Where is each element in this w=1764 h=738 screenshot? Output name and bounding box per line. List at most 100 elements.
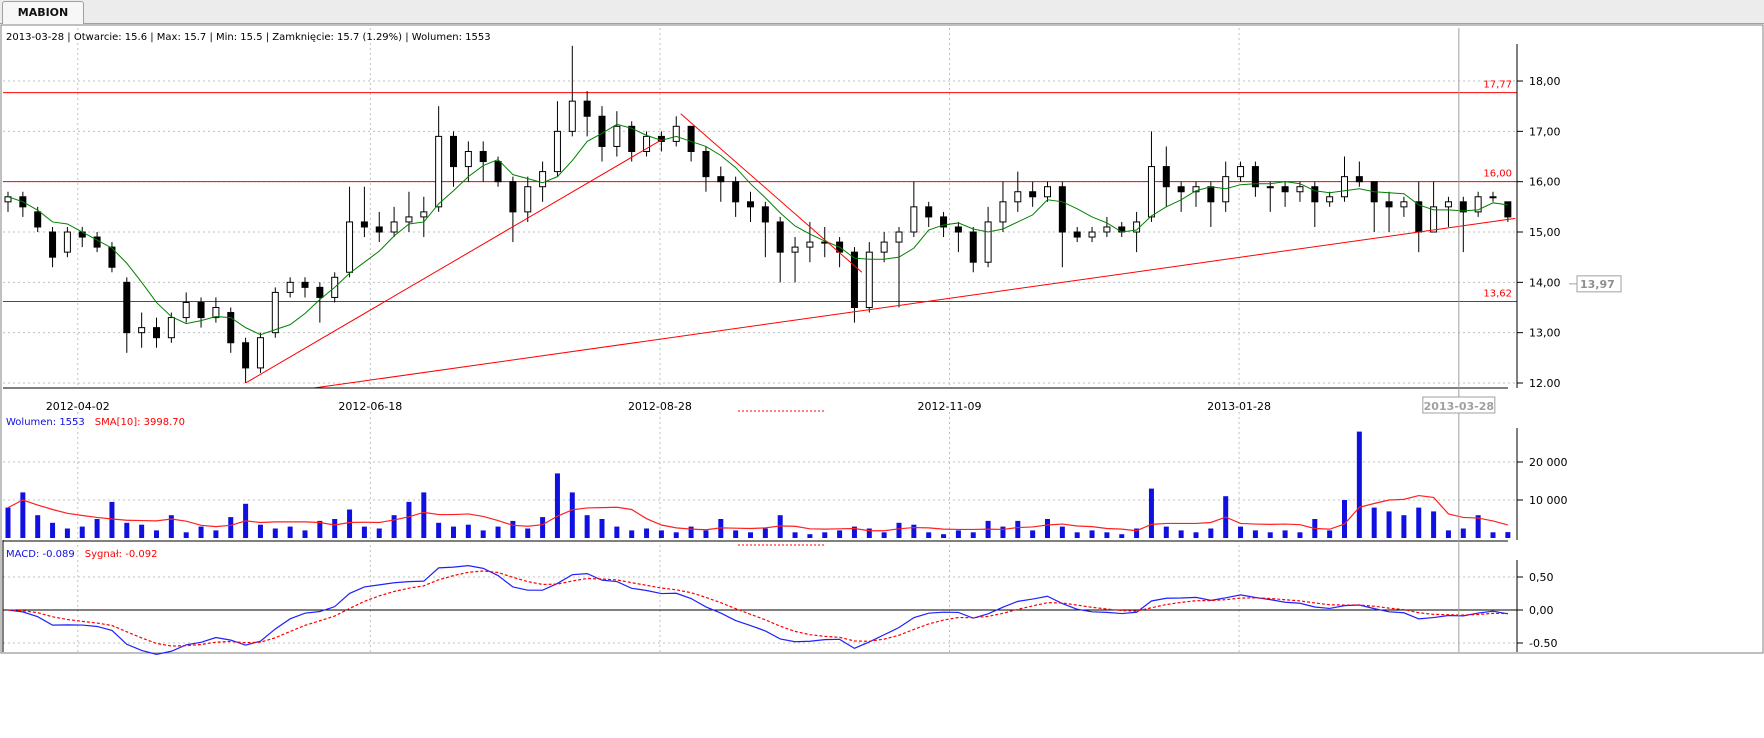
candle-down bbox=[850, 251, 858, 309]
price-tick-label: 14,00 bbox=[1529, 276, 1561, 289]
candle-up bbox=[672, 125, 680, 142]
candle-down bbox=[242, 342, 250, 369]
trendlines[interactable] bbox=[245, 113, 1516, 389]
candle-up bbox=[182, 301, 190, 319]
candle-down bbox=[925, 206, 933, 218]
volume-bar bbox=[1104, 532, 1110, 538]
trendline[interactable] bbox=[313, 217, 1516, 389]
candle-up bbox=[880, 241, 888, 253]
candle-down bbox=[687, 125, 695, 152]
volume-bar bbox=[213, 530, 219, 538]
current-price-box bbox=[1576, 275, 1622, 293]
candle-down bbox=[1355, 176, 1363, 183]
candle-down bbox=[1385, 201, 1393, 208]
candle-up bbox=[1014, 191, 1022, 203]
volume-bar bbox=[673, 532, 679, 538]
volume-bar bbox=[955, 530, 961, 538]
volume-sma-line bbox=[7, 494, 1509, 532]
candle-up bbox=[1400, 201, 1408, 208]
volume-bar bbox=[1327, 530, 1333, 538]
crosshair-date-label: 2013-03-28 bbox=[1424, 400, 1494, 413]
candle-down bbox=[598, 115, 606, 147]
volume-tick-label: 20 000 bbox=[1529, 456, 1568, 469]
volume-bar bbox=[733, 530, 739, 538]
date-tick-label: 2012-06-18 bbox=[338, 400, 402, 413]
candle-up bbox=[346, 221, 354, 273]
volume-bar bbox=[451, 526, 456, 538]
candle-up bbox=[1430, 206, 1438, 233]
candle-down bbox=[583, 100, 591, 117]
candle-down bbox=[1281, 186, 1289, 193]
candle-up bbox=[539, 171, 547, 188]
volume-bar bbox=[1431, 511, 1437, 538]
volume-bar bbox=[391, 515, 397, 538]
volume-bar bbox=[1475, 515, 1481, 538]
candle-up bbox=[1147, 166, 1155, 218]
volume-bar bbox=[896, 522, 902, 538]
volume-bar bbox=[20, 492, 26, 538]
volume-bar bbox=[1030, 530, 1036, 538]
macd-tick-label: -0.50 bbox=[1529, 637, 1557, 650]
volume-bar bbox=[970, 532, 976, 538]
volume-bar bbox=[228, 517, 234, 538]
volume-bar bbox=[1505, 532, 1511, 538]
candle-down bbox=[761, 206, 769, 223]
volume-bar bbox=[614, 526, 620, 538]
volume-bar bbox=[257, 524, 263, 538]
volume-bar bbox=[154, 530, 159, 538]
candle-up bbox=[390, 221, 398, 233]
volume-bar bbox=[495, 526, 501, 538]
candle-up bbox=[1341, 176, 1348, 198]
volume-bar bbox=[584, 515, 590, 538]
trendline[interactable] bbox=[680, 113, 863, 273]
volume-bar bbox=[35, 515, 41, 538]
volume-sma-legend: SMA[10]: 3998.70 bbox=[95, 417, 185, 428]
macd-legend: MACD: -0.089 bbox=[6, 549, 75, 560]
signal-line bbox=[7, 570, 1508, 647]
volume-bar bbox=[926, 532, 932, 538]
volume-bar bbox=[866, 528, 872, 538]
candle-up bbox=[553, 130, 561, 173]
volume-bar bbox=[911, 524, 917, 538]
volume-bar bbox=[1015, 520, 1021, 538]
candle-up bbox=[1088, 231, 1096, 238]
volume-bar bbox=[554, 473, 560, 538]
volume-bar bbox=[629, 530, 635, 538]
volume-bar bbox=[376, 528, 382, 538]
volume-bar bbox=[807, 534, 813, 538]
candle-down bbox=[509, 181, 517, 213]
volume-bar bbox=[1342, 500, 1347, 538]
volume-bar bbox=[1208, 528, 1214, 538]
candle-up bbox=[984, 221, 992, 263]
volume-bar bbox=[644, 528, 650, 538]
volume-bar bbox=[5, 507, 11, 538]
volume-bar bbox=[941, 534, 947, 538]
volume-bar bbox=[822, 532, 828, 538]
volume-bar bbox=[347, 509, 353, 538]
volume-bar bbox=[1371, 507, 1377, 538]
candle-up bbox=[138, 327, 146, 334]
volume-bar bbox=[1119, 534, 1125, 538]
candle-down bbox=[1177, 186, 1185, 193]
moving-average-line bbox=[7, 123, 1508, 336]
tab-mabion[interactable]: MABION bbox=[2, 1, 84, 24]
candle-down bbox=[375, 226, 383, 233]
candle-up bbox=[895, 231, 903, 243]
candle-down bbox=[153, 327, 160, 339]
volume-bar bbox=[1193, 532, 1199, 538]
candle-down bbox=[940, 216, 948, 228]
macd-tick-label: 0,00 bbox=[1529, 604, 1554, 617]
volume-bar bbox=[777, 515, 783, 538]
candle-up bbox=[1444, 201, 1452, 208]
crosshair-date-box bbox=[1422, 396, 1496, 414]
candle-down bbox=[747, 201, 754, 208]
candle-down bbox=[628, 125, 636, 152]
candle-down bbox=[1311, 186, 1319, 203]
candle-up bbox=[256, 337, 264, 369]
trendline[interactable] bbox=[245, 139, 662, 384]
volume-bar bbox=[332, 519, 338, 538]
candle-down bbox=[1415, 201, 1423, 233]
candle-down bbox=[494, 161, 502, 183]
candle-down bbox=[1162, 166, 1170, 188]
